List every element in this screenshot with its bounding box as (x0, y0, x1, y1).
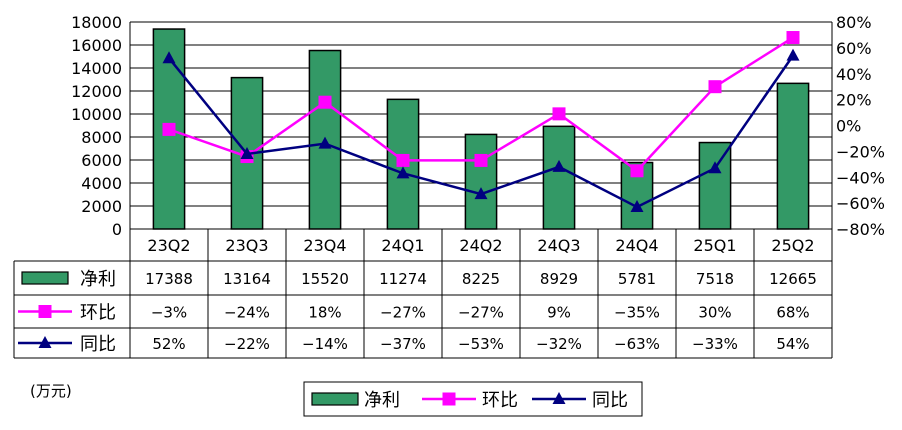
square-marker (630, 164, 644, 178)
table-cell: −37% (380, 335, 426, 353)
triangle-marker (240, 146, 254, 159)
series-lines (162, 31, 800, 213)
table-cell: 68% (776, 304, 809, 322)
left-y-tick-label: 16000 (71, 36, 122, 55)
category-label: 24Q2 (459, 236, 502, 255)
category-label: 24Q3 (537, 236, 580, 255)
bar (464, 133, 498, 230)
right-y-tick-label: 40% (836, 65, 872, 84)
left-y-tick-label: 2000 (81, 197, 122, 216)
table-cell: 7518 (696, 270, 734, 288)
triangle-marker (474, 187, 488, 200)
table-cell: 12665 (769, 270, 817, 288)
table-key-bar (21, 271, 69, 285)
table-cell: 52% (152, 335, 185, 353)
left-y-tick-label: 8000 (81, 128, 122, 147)
right-y-tick-label: −60% (836, 194, 885, 213)
category-label: 23Q3 (225, 236, 268, 255)
square-marker (552, 107, 566, 121)
table-cell: 11274 (379, 270, 427, 288)
right-y-tick-label: −40% (836, 168, 885, 187)
bar (542, 125, 576, 230)
left-y-tick-label: 18000 (71, 13, 122, 32)
square-marker (708, 80, 722, 94)
table-cell: −35% (614, 304, 660, 322)
square-marker (162, 122, 176, 136)
left-y-tick-label: 14000 (71, 59, 122, 78)
right-y-tick-label: 80% (836, 13, 872, 32)
category-label: 25Q1 (693, 236, 736, 255)
triangle-marker (630, 200, 644, 213)
left-y-tick-label: 6000 (81, 151, 122, 170)
right-y-tick-label: 60% (836, 39, 872, 58)
left-y-tick-label: 10000 (71, 105, 122, 124)
table-cell: 8225 (462, 270, 500, 288)
table-cell: 5781 (618, 270, 656, 288)
square-marker (474, 153, 488, 167)
bar (776, 82, 810, 230)
legend-key-bar (311, 392, 359, 406)
right-y-tick-label: 20% (836, 91, 872, 110)
right-y-tick-label: −80% (836, 220, 885, 239)
table-cell: −33% (692, 335, 738, 353)
square-marker (38, 305, 52, 318)
table-cell: −27% (380, 304, 426, 322)
table-cell: 17388 (145, 270, 193, 288)
table-cell: −3% (151, 304, 187, 322)
table-cell: −14% (302, 335, 348, 353)
right-y-tick-label: 0% (836, 117, 861, 136)
table-row-label: 环比 (80, 303, 116, 324)
table-cell: −32% (536, 335, 582, 353)
table-cell: 30% (698, 304, 731, 322)
square-marker (442, 392, 456, 406)
legend-label: 同比 (592, 390, 628, 411)
table-cell: 8929 (540, 270, 578, 288)
table-cell: 18% (308, 304, 341, 322)
table-cell: 9% (547, 304, 571, 322)
table-cell: −53% (458, 335, 504, 353)
triangle-marker (318, 136, 332, 149)
left-y-tick-label: 12000 (71, 82, 122, 101)
left-y-axis: 0 2000 4000 6000 8000 10000 12000 14000 16000 180… (71, 13, 122, 239)
triangle-marker (708, 161, 722, 174)
table-cell: −22% (224, 335, 270, 353)
data-table: 23Q2 23Q3 23Q4 24Q1 24Q2 24Q3 24Q4 25Q1 25Q2 净利 17… (13, 228, 833, 359)
triangle-marker (786, 48, 800, 61)
triangle-marker (396, 166, 410, 179)
table-cell: 54% (776, 335, 809, 353)
table-cell: 15520 (301, 270, 349, 288)
category-label: 23Q2 (147, 236, 190, 255)
triangle-marker (38, 336, 52, 348)
triangle-marker (552, 392, 566, 404)
table-row-label: 同比 (80, 334, 116, 355)
legend-label: 净利 (364, 390, 400, 411)
table-cell: 13164 (223, 270, 271, 288)
bar (698, 141, 732, 230)
triangle-marker (162, 51, 176, 64)
category-label: 25Q2 (771, 236, 814, 255)
square-marker (318, 95, 332, 109)
category-label: 24Q4 (615, 236, 658, 255)
legend-label: 环比 (482, 390, 518, 411)
right-y-axis: −80% −60% −40% −20% 0% 20% 40% 60% 80% (836, 13, 885, 239)
category-label: 24Q1 (381, 236, 424, 255)
triangle-marker (552, 159, 566, 172)
table-cell: −63% (614, 335, 660, 353)
table-row-label: 净利 (80, 269, 116, 290)
unit-label: (万元) (30, 382, 72, 400)
table-cell: −24% (224, 304, 270, 322)
right-y-tick-label: −20% (836, 142, 885, 161)
square-marker (396, 153, 410, 167)
left-y-tick-label: 0 (112, 220, 122, 239)
legend: 净利 环比 同比 (303, 381, 643, 417)
table-cell: −27% (458, 304, 504, 322)
square-marker (786, 31, 800, 45)
left-y-tick-label: 4000 (81, 174, 122, 193)
category-label: 23Q4 (303, 236, 346, 255)
